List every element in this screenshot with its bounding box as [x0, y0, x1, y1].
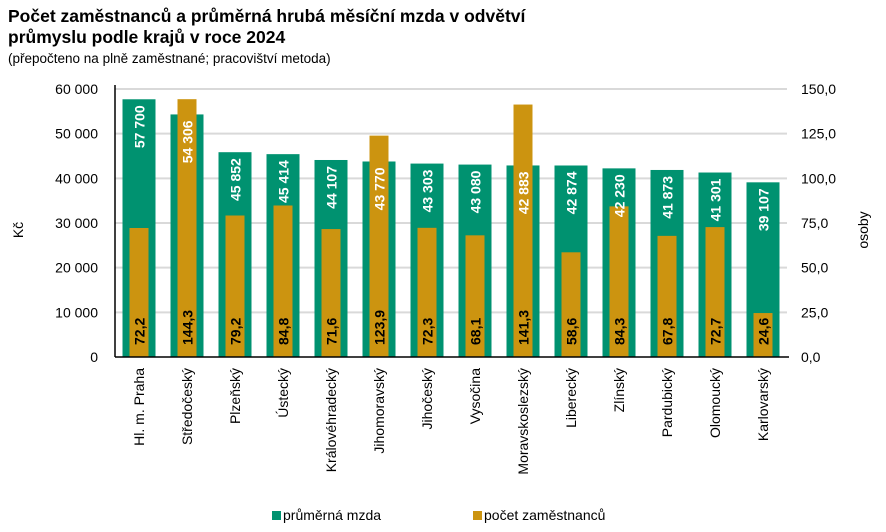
data-label-mzda: 42 883: [516, 171, 532, 214]
y2-tick-label: 25,0: [801, 304, 828, 320]
bar-pocet: [129, 228, 149, 357]
category-label: Středočeský: [179, 368, 195, 445]
legend-swatch-pocet: [473, 511, 482, 520]
bar-pocet: [417, 227, 437, 357]
y2-tick-label: 125,0: [801, 126, 836, 142]
data-label-mzda: 57 700: [132, 105, 148, 148]
bar-pocet: [657, 235, 677, 357]
category-label: Moravskoslezský: [515, 368, 531, 475]
category-label: Jihočeský: [419, 368, 435, 429]
data-label-pocet: 67,8: [660, 318, 676, 345]
category-label: Plzeňský: [227, 368, 243, 424]
category-label: Jihomoravský: [371, 368, 387, 454]
data-label-pocet: 141,3: [516, 310, 532, 345]
y-tick-label: 60 000: [55, 81, 98, 97]
y-tick-label: 40 000: [55, 170, 98, 186]
data-label-pocet: 71,6: [324, 318, 340, 345]
data-label-pocet: 72,2: [132, 318, 148, 345]
data-label-mzda: 44 107: [324, 166, 340, 209]
data-label-mzda: 45 852: [228, 158, 244, 201]
bar-pocet: [753, 313, 773, 357]
bar-pocet: [321, 229, 341, 357]
bar-pocet: [177, 99, 197, 358]
data-label-mzda: 41 873: [660, 176, 676, 219]
chart-subtitle: (přepočteno na plně zaměstnané; pracoviš…: [8, 51, 331, 66]
data-label-mzda: 54 306: [180, 120, 196, 163]
category-label: Olomoucký: [707, 368, 723, 438]
category-label: Karlovarský: [755, 368, 771, 441]
y2-tick-label: 100,0: [801, 170, 836, 186]
data-label-mzda: 45 414: [276, 160, 292, 203]
bar-pocet: [561, 252, 581, 357]
data-label-mzda: 42 230: [612, 174, 628, 217]
bar-pocet: [465, 235, 485, 357]
y2-tick-label: 0,0: [801, 349, 821, 365]
category-label: Liberecký: [563, 368, 579, 428]
bar-pocet: [225, 215, 245, 357]
y-axis-label: Kč: [10, 222, 26, 238]
category-label: Vysočina: [467, 368, 483, 425]
bar-pocet: [705, 227, 725, 357]
category-label: Zlínský: [611, 368, 627, 412]
bar-pocet: [513, 104, 533, 357]
y-tick-label: 50 000: [55, 126, 98, 142]
category-label: Pardubický: [659, 368, 675, 437]
bar-pocet: [273, 205, 293, 357]
legend-label-pocet: počet zaměstnanců: [484, 507, 605, 523]
data-label-pocet: 24,6: [756, 318, 772, 345]
chart-title-line2: průmyslu podle krajů v roce 2024: [8, 27, 286, 47]
category-label: Ústecký: [275, 368, 291, 418]
legend-label-mzda: průměrná mzda: [283, 507, 381, 523]
chart-title: Počet zaměstnanců a průměrná hrubá měsíč…: [8, 6, 525, 48]
data-label-mzda: 43 080: [468, 170, 484, 213]
data-label-mzda: 42 874: [564, 171, 580, 214]
y-tick-label: 10 000: [55, 304, 98, 320]
legend-swatch-mzda: [272, 511, 281, 520]
data-label-pocet: 58,6: [564, 318, 580, 345]
data-label-pocet: 84,3: [612, 318, 628, 345]
y-tick-label: 20 000: [55, 260, 98, 276]
y2-axis-label: osoby: [855, 211, 871, 248]
category-label: Královéhradecký: [323, 368, 339, 472]
y2-tick-label: 75,0: [801, 215, 828, 231]
data-label-pocet: 72,7: [708, 318, 724, 345]
y2-tick-label: 150,0: [801, 81, 836, 97]
data-label-pocet: 79,2: [228, 318, 244, 345]
bar-pocet: [369, 135, 389, 357]
y2-tick-label: 50,0: [801, 260, 828, 276]
y-tick-label: 0: [90, 349, 98, 365]
data-label-pocet: 123,9: [372, 310, 388, 345]
data-label-mzda: 43 770: [372, 167, 388, 210]
data-label-pocet: 144,3: [180, 310, 196, 345]
chart-title-line1: Počet zaměstnanců a průměrná hrubá měsíč…: [8, 6, 526, 26]
category-label: Hl. m. Praha: [131, 368, 147, 446]
bar-pocet: [609, 206, 629, 357]
data-label-mzda: 41 301: [708, 178, 724, 221]
data-label-pocet: 68,1: [468, 318, 484, 345]
data-label-mzda: 39 107: [756, 188, 772, 231]
data-label-pocet: 84,8: [276, 318, 292, 345]
y-tick-label: 30 000: [55, 215, 98, 231]
data-label-mzda: 43 303: [420, 169, 436, 212]
data-label-pocet: 72,3: [420, 318, 436, 345]
